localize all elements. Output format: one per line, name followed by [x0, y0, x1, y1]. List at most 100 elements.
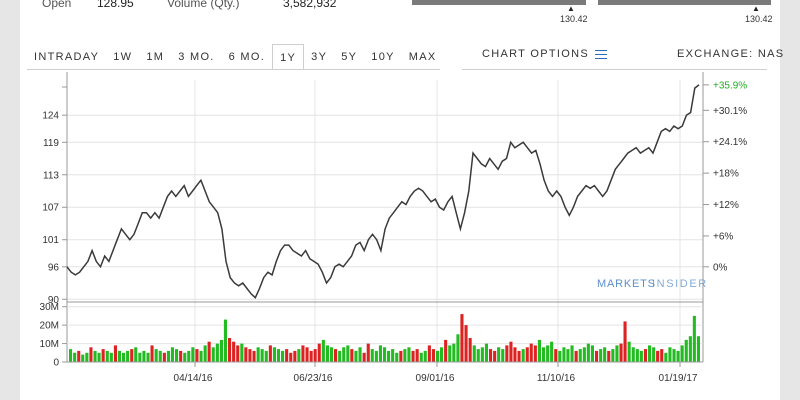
tab-10y[interactable]: 10Y [371, 51, 395, 63]
range-marker-left-icon: ▲ [567, 4, 575, 13]
volume-bar [680, 345, 684, 362]
right-tick-label: +18% [713, 169, 739, 180]
range-value-left: 130.42 [560, 14, 588, 24]
volume-bar [476, 349, 480, 362]
volume-bar [105, 350, 109, 362]
volume-bar [631, 347, 635, 363]
tab-1w[interactable]: 1W [113, 51, 133, 63]
volume-bar [501, 349, 505, 362]
watermark-insider: INSIDER [652, 278, 708, 290]
volume-bar [146, 352, 150, 362]
volume-bar [509, 341, 513, 362]
y-tick-label: 124 [42, 111, 59, 122]
right-tick-label: +30.1% [713, 106, 747, 117]
volume-bar [166, 350, 170, 362]
volume-bar [440, 347, 444, 363]
volume-bar [370, 349, 374, 362]
exchange-label: EXCHANGE: NAS [677, 48, 785, 60]
chart-options-label: CHART OPTIONS [482, 48, 589, 60]
volume-bar [391, 349, 395, 362]
volume-bar [122, 352, 126, 362]
y-tick-label: 96 [48, 262, 60, 273]
volume-bar [81, 354, 85, 362]
volume-bar [293, 350, 297, 362]
volume-bar [362, 352, 366, 362]
volume-bar [93, 350, 97, 362]
volume-bar [562, 347, 566, 363]
tab-max[interactable]: MAX [408, 51, 437, 63]
volume-bar [525, 347, 529, 363]
volume-bar [150, 345, 154, 362]
right-tick-label: +24.1% [713, 137, 747, 148]
volume-bar [484, 343, 488, 362]
volume-bar [456, 334, 460, 362]
range-bar-left [412, 0, 586, 5]
tab-3-mo[interactable]: 3 MO. [178, 51, 215, 63]
volume-bar [684, 339, 688, 362]
volume-bar [395, 352, 399, 362]
volume-bar [607, 350, 611, 362]
tab-1m[interactable]: 1M [146, 51, 165, 63]
volume-bar [696, 336, 700, 362]
volume-bar [652, 347, 656, 363]
volume-bar [350, 349, 354, 362]
volume-bar [623, 321, 627, 362]
volume-value: 3,582,932 [283, 0, 337, 10]
volume-tick-label: 20M [40, 321, 59, 332]
volume-bar [537, 339, 541, 362]
volume-bar [252, 350, 256, 362]
volume-bar [158, 350, 162, 362]
volume-bar [399, 350, 403, 362]
volume-bar [550, 341, 554, 362]
volume-bar [590, 345, 594, 362]
volume-bar [582, 347, 586, 363]
tab-5y[interactable]: 5Y [341, 51, 358, 63]
volume-bar [419, 352, 423, 362]
open-value: 128.95 [97, 0, 134, 10]
volume-bar [126, 350, 130, 362]
volume-bar [334, 349, 338, 362]
volume-bar [529, 343, 533, 362]
volume-bar [452, 343, 456, 362]
volume-bar [480, 347, 484, 363]
period-tabs: INTRADAY 1W 1M 3 MO. 6 MO. 1Y 3Y 5Y 10Y MAX [27, 44, 444, 70]
volume-bar [203, 345, 207, 362]
volume-bar [415, 349, 419, 362]
options-divider [462, 69, 767, 70]
volume-bar [175, 349, 179, 362]
tab-3y[interactable]: 3Y [311, 51, 328, 63]
volume-bar [211, 347, 215, 363]
volume-bar [285, 349, 289, 362]
volume-bar [648, 345, 652, 362]
volume-bar [672, 349, 676, 362]
volume-bar [240, 343, 244, 362]
volume-bar [199, 350, 203, 362]
volume-bar [264, 350, 268, 362]
volume-tick-label: 10M [40, 339, 59, 350]
volume-bar [660, 349, 664, 362]
volume-bar [497, 347, 501, 363]
hamburger-menu-icon [594, 49, 607, 59]
volume-bar [431, 349, 435, 362]
volume-bar [668, 347, 672, 363]
volume-bar [411, 350, 415, 362]
y-tick-label: 101 [42, 235, 59, 246]
chart-options-button[interactable]: CHART OPTIONS [482, 48, 607, 60]
volume-bar [517, 350, 521, 362]
volume-bar [73, 352, 77, 362]
volume-bar [354, 350, 358, 362]
volume-bar [627, 341, 631, 362]
volume-bar [179, 350, 183, 362]
tab-1y[interactable]: 1Y [272, 44, 305, 70]
tab-intraday[interactable]: INTRADAY [34, 51, 100, 63]
volume-bar [191, 347, 195, 363]
volume-bar [138, 352, 142, 362]
volume-bar [301, 345, 305, 362]
tab-6-mo[interactable]: 6 MO. [228, 51, 266, 63]
volume-bar [383, 347, 387, 363]
volume-bar [223, 319, 227, 362]
x-tick-label: 09/01/16 [416, 373, 455, 384]
volume-bar [346, 345, 350, 362]
volume-bar [207, 341, 211, 362]
volume-bar [513, 347, 517, 363]
